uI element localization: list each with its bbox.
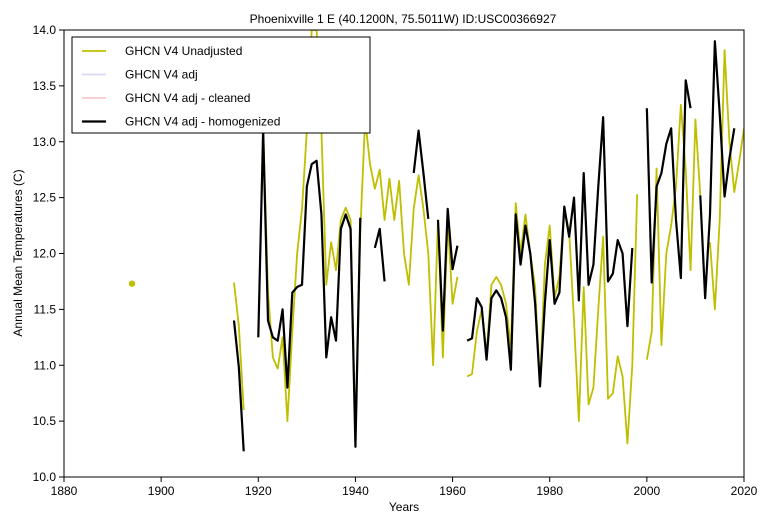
series-3-line-2 xyxy=(373,227,386,282)
y-axis-title: Annual Mean Temperatures (C) xyxy=(11,169,25,336)
y-tick-label: 13.5 xyxy=(33,79,57,93)
x-tick-label: 1940 xyxy=(342,484,369,498)
legend: GHCN V4 Unadjusted GHCN V4 adj GHCN V4 adj… xyxy=(71,36,371,134)
y-tick-label: 10.0 xyxy=(33,470,57,484)
series-0-line-2 xyxy=(466,194,639,445)
plot-area xyxy=(128,30,744,452)
x-tick-label: 2000 xyxy=(634,484,661,498)
legend-label: GHCN V4 adj - homogenized xyxy=(125,115,280,129)
legend-label: GHCN V4 Unadjusted xyxy=(125,44,242,58)
legend-label: GHCN V4 adj - cleaned xyxy=(125,91,250,105)
x-tick-label: 1920 xyxy=(245,484,272,498)
x-tick-label: 1960 xyxy=(439,484,466,498)
series-0-point xyxy=(128,280,136,287)
series-3-line-0 xyxy=(232,320,245,452)
series-3-line-3 xyxy=(412,129,430,219)
y-tick-label: 11.0 xyxy=(34,358,57,372)
y-tick-label: 13.0 xyxy=(33,135,57,149)
y-tick-label: 12.0 xyxy=(33,247,57,261)
y-tick-label: 12.5 xyxy=(33,191,57,205)
series-3-line-1 xyxy=(257,129,362,448)
series-3-line-4 xyxy=(436,207,459,332)
series-3-line-6 xyxy=(645,79,692,284)
legend-box xyxy=(71,36,371,134)
x-axis: 1880 1900 1920 1940 1960 1980 2000 2020 xyxy=(51,477,758,498)
x-axis-title: Years xyxy=(389,500,419,514)
legend-label: GHCN V4 adj xyxy=(125,68,198,82)
x-tick-label: 1980 xyxy=(536,484,563,498)
series-3-line-7 xyxy=(699,40,736,300)
series-3-line-5 xyxy=(466,116,634,388)
chart-title: Phoenixville 1 E (40.1200N, 75.5011W) ID… xyxy=(250,12,557,26)
y-tick-label: 14.0 xyxy=(33,23,57,37)
x-tick-label: 1880 xyxy=(51,484,78,498)
y-axis: 10.0 10.5 11.0 11.5 12.0 12.5 13.0 13.5 14.0 xyxy=(33,23,64,484)
y-tick-label: 10.5 xyxy=(33,414,57,428)
series-0-line-0 xyxy=(233,282,245,411)
y-tick-label: 11.5 xyxy=(34,302,57,316)
x-tick-label: 1900 xyxy=(148,484,175,498)
series-0-line-4 xyxy=(709,49,744,311)
x-tick-label: 2020 xyxy=(731,484,758,498)
